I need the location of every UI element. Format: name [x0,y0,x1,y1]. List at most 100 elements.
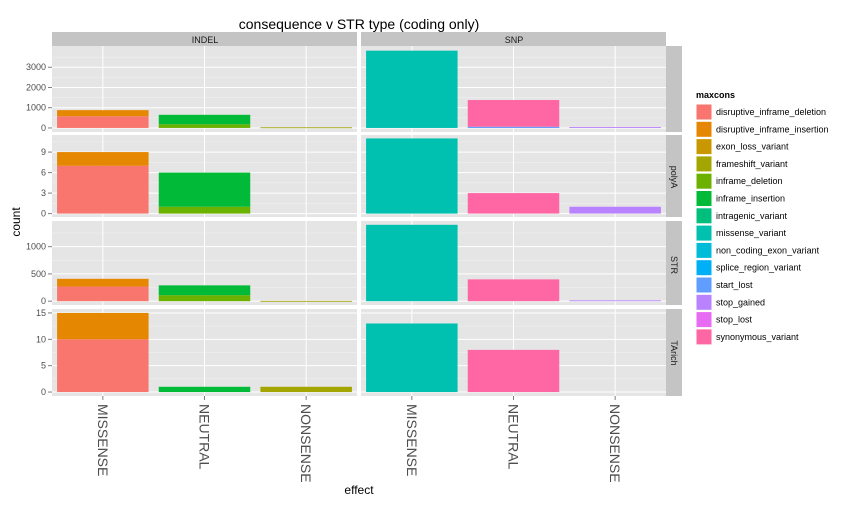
column-strip-label-snp: SNP [505,35,524,45]
y-tick-label: 10 [36,334,46,344]
bar-missense-missense_variant [366,50,458,128]
legend-swatch-frameshift_variant [695,155,713,173]
y-tick-label: 9 [41,147,46,157]
y-tick-label: 0 [41,209,46,219]
legend-swatch-start_lost [695,276,713,294]
y-tick-label: 15 [36,308,46,318]
legend-label-stop_gained: stop_gained [716,297,765,307]
facet-panel-r3-c1 [361,309,666,396]
facet-panel-r1-c1 [361,135,666,217]
bar-neutral-inframe_deletion [158,124,251,128]
y-tick-label: 3 [41,188,46,198]
row-strip-all [666,46,682,132]
legend-swatch-inframe_deletion [695,172,713,190]
bar-nonsense-frameshift_variant [260,127,352,129]
y-tick-label: 0 [41,123,46,133]
chart-title: consequence v STR type (coding only) [239,16,479,32]
x-tick-label-neutral: NEUTRAL [506,404,522,470]
bar-missense-disruptive_inframe_insertion [57,110,149,117]
bar-neutral-inframe_insertion [158,386,251,393]
bar-nonsense-frameshift_variant [260,300,352,302]
bar-neutral-inframe_insertion [158,114,251,125]
y-tick-label: 0 [41,296,46,306]
row-strip-str [666,221,682,305]
bar-missense-disruptive_inframe_deletion [57,339,149,393]
column-strip-label-indel: INDEL [192,35,219,45]
x-axis-title: effect [344,483,374,497]
legend-label-non_coding_exon_variant: non_coding_exon_variant [716,245,820,255]
bar-nonsense-stop_gained [569,206,661,214]
legend-swatch-splice_region_variant [695,259,713,277]
bar-neutral-inframe_insertion [158,172,251,207]
legend-swatch-synonymous_variant [695,328,713,346]
x-tick-label-missense: MISSENSE [404,404,420,476]
y-tick-label: 500 [31,269,46,279]
column-strip-snp [361,32,666,46]
bar-missense-disruptive_inframe_deletion [57,116,149,128]
legend-swatch-disruptive_inframe_deletion [695,103,713,121]
facet-panel-r0-c0 [52,46,357,132]
x-tick-label-missense: MISSENSE [95,404,111,476]
bar-neutral-start_lost [467,126,560,128]
y-tick-label: 0 [41,387,46,397]
y-tick-label: 5 [41,361,46,371]
bar-neutral-synonymous_variant [467,193,560,214]
legend-label-stop_lost: stop_lost [716,315,753,325]
bar-neutral-synonymous_variant [467,279,560,302]
bar-nonsense-stop_gained [569,127,661,128]
row-strip-label-tarich: TArich [669,340,679,365]
legend-swatch-exon_loss_variant [695,138,713,156]
y-tick-label: 2000 [26,82,46,92]
row-strip-polya [666,135,682,217]
bar-missense-disruptive_inframe_deletion [57,165,149,214]
row-strip-label-polya: polyA [669,166,679,189]
column-strip-indel [52,32,357,46]
bar-missense-missense_variant [366,138,458,214]
x-tick-label-nonsense: NONSENSE [607,404,623,483]
bar-neutral-inframe_insertion [158,285,251,296]
legend-swatch-intragenic_variant [695,207,713,225]
bar-neutral-inframe_deletion [158,295,251,302]
legend-swatch-non_coding_exon_variant [695,241,713,259]
x-tick-label-neutral: NEUTRAL [197,404,213,470]
bar-neutral-synonymous_variant [467,100,560,127]
legend-label-frameshift_variant: frameshift_variant [716,159,788,169]
legend-label-intragenic_variant: intragenic_variant [716,211,788,221]
legend-label-synonymous_variant: synonymous_variant [716,332,799,342]
legend-title: maxcons [696,90,735,100]
facet-panel-r3-c0 [52,309,357,396]
legend-label-disruptive_inframe_insertion: disruptive_inframe_insertion [716,124,829,134]
row-strip-label-str: STR [669,256,679,275]
facet-panel-r2-c1 [361,221,666,305]
legend-label-splice_region_variant: splice_region_variant [716,263,802,273]
legend-label-exon_loss_variant: exon_loss_variant [716,142,789,152]
bar-nonsense-frameshift_variant [260,386,352,393]
legend-label-inframe_insertion: inframe_insertion [716,194,785,204]
bar-missense-missense_variant [366,224,458,302]
bar-missense-disruptive_inframe_deletion [57,286,149,302]
bar-neutral-inframe_deletion [158,206,251,214]
y-tick-label: 3000 [26,62,46,72]
legend-swatch-inframe_insertion [695,190,713,207]
bar-missense-disruptive_inframe_insertion [57,278,149,287]
row-strip-tarich [666,309,682,396]
bar-nonsense-stop_gained [569,300,661,302]
y-tick-label: 1000 [26,103,46,113]
y-tick-label: 1000 [26,242,46,252]
legend-swatch-stop_gained [695,293,713,311]
legend-label-inframe_deletion: inframe_deletion [716,176,783,186]
x-tick-label-nonsense: NONSENSE [298,404,314,483]
legend-label-start_lost: start_lost [716,280,753,290]
y-tick-label: 6 [41,168,46,178]
facet-panel-r1-c0 [52,135,357,217]
legend-swatch-missense_variant [695,224,713,242]
legend-label-disruptive_inframe_deletion: disruptive_inframe_deletion [716,107,826,117]
bar-neutral-synonymous_variant [467,349,560,393]
bar-missense-missense_variant [366,323,458,393]
legend-label-missense_variant: missense_variant [716,228,787,238]
y-axis-title: count [9,207,23,237]
facet-panel-r2-c0 [52,221,357,305]
facet-panel-r0-c1 [361,46,666,132]
legend-swatch-stop_lost [695,311,713,329]
